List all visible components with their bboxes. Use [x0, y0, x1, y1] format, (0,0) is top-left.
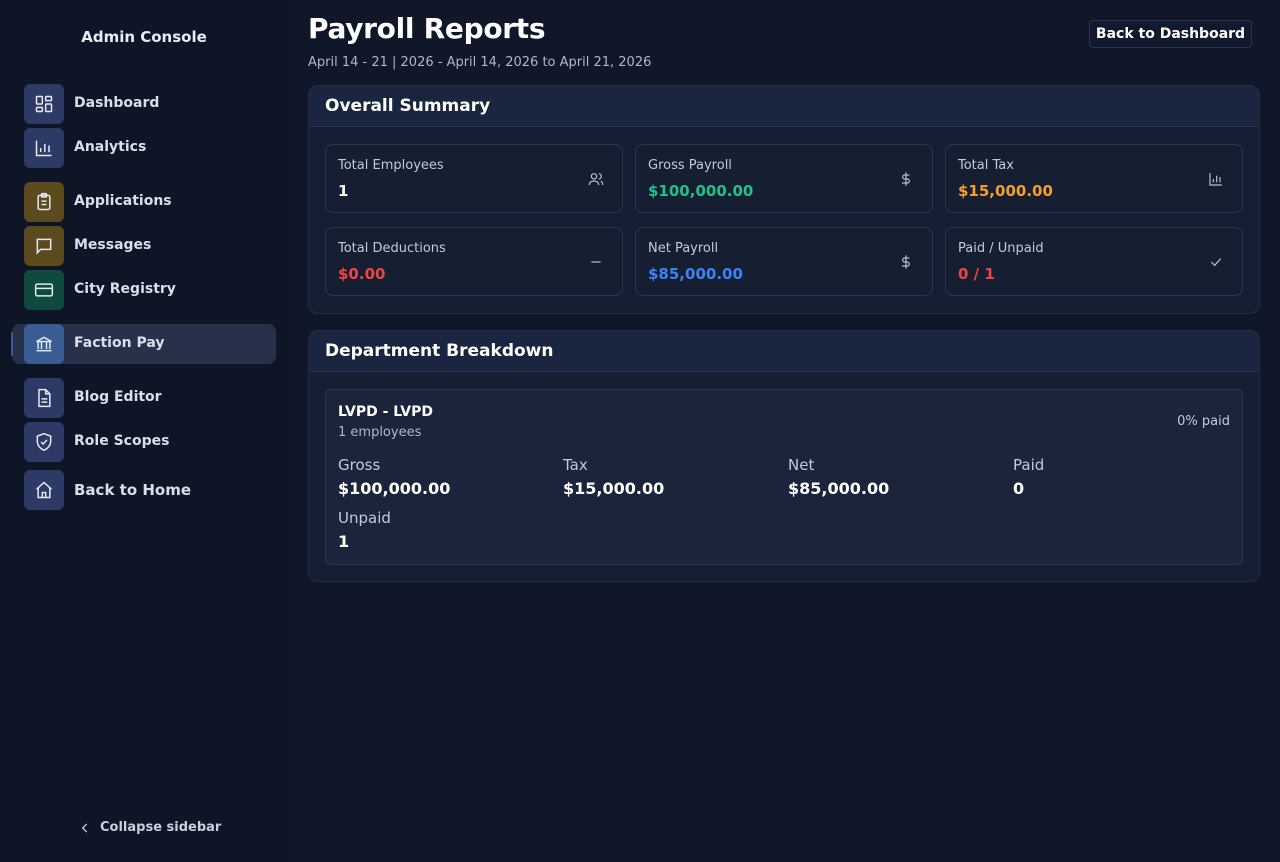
metric-label: Paid: [1013, 456, 1045, 474]
dashboard-icon: [24, 84, 64, 124]
metric-gross: Gross $100,000.00: [338, 456, 450, 498]
metric-net: Net $85,000.00: [788, 456, 889, 498]
metric-value: $85,000.00: [788, 479, 890, 498]
check-icon: [1208, 254, 1224, 270]
stat-value: $85,000.00: [648, 265, 743, 283]
metric-label: Net: [788, 456, 815, 474]
department-breakdown-title: Department Breakdown: [309, 331, 1259, 372]
shield-check-icon: [24, 422, 64, 462]
metric-tax: Tax $15,000.00: [563, 456, 664, 498]
sidebar-item-faction-pay[interactable]: Faction Pay: [11, 324, 276, 364]
stat-card-total-deductions: Total Deductions $0.00: [325, 227, 623, 296]
sidebar-item-label: City Registry: [74, 281, 176, 297]
metric-value: 1: [338, 532, 350, 551]
stat-label: Paid / Unpaid: [958, 241, 1044, 256]
stat-label: Total Deductions: [338, 241, 446, 256]
sidebar-item-label: Faction Pay: [74, 335, 165, 351]
department-card: LVPD - LVPD 1 employees 0% paid Gross $1…: [325, 389, 1243, 565]
sidebar-item-analytics[interactable]: Analytics: [12, 128, 276, 168]
bank-icon: [24, 324, 64, 364]
department-paid-percent: 0% paid: [1177, 414, 1230, 429]
department-employee-count: 1 employees: [338, 425, 422, 440]
stat-card-paid-unpaid: Paid / Unpaid 0 / 1: [945, 227, 1243, 296]
dollar-icon: [898, 171, 914, 187]
metric-value: $100,000.00: [338, 479, 451, 498]
sidebar-item-label: Analytics: [74, 139, 147, 155]
stat-value: 1: [338, 182, 349, 200]
sidebar-item-role-scopes[interactable]: Role Scopes: [12, 422, 276, 462]
card-icon: [24, 270, 64, 310]
metric-unpaid: Unpaid 1: [338, 509, 391, 551]
message-icon: [24, 226, 64, 266]
department-name: LVPD - LVPD: [338, 404, 433, 420]
bar-chart-icon: [1208, 171, 1224, 187]
stat-value: $0.00: [338, 265, 386, 283]
home-icon: [24, 470, 64, 510]
sidebar-item-applications[interactable]: Applications: [12, 182, 276, 222]
sidebar: Admin Console Dashboard Analytics Applic…: [0, 0, 288, 862]
stat-card-total-tax: Total Tax $15,000.00: [945, 144, 1243, 213]
stat-value: 0 / 1: [958, 265, 995, 283]
users-icon: [588, 171, 604, 187]
minus-icon: [588, 254, 604, 270]
sidebar-item-label: Applications: [74, 193, 172, 209]
page-subtitle: April 14 - 21 | 2026 - April 14, 2026 to…: [308, 55, 652, 70]
sidebar-item-label: Dashboard: [74, 95, 160, 111]
chevron-left-icon: [81, 822, 88, 833]
sidebar-item-messages[interactable]: Messages: [12, 226, 276, 266]
sidebar-item-dashboard[interactable]: Dashboard: [12, 84, 276, 124]
metric-value: 0: [1013, 479, 1025, 498]
stat-card-net-payroll: Net Payroll $85,000.00: [635, 227, 933, 296]
metric-label: Unpaid: [338, 509, 391, 527]
document-icon: [24, 378, 64, 418]
overall-summary-title: Overall Summary: [309, 86, 1259, 127]
sidebar-item-label: Back to Home: [74, 481, 192, 499]
metric-label: Gross: [338, 456, 381, 474]
brand-title: Admin Console: [81, 28, 207, 46]
sidebar-item-label: Blog Editor: [74, 389, 162, 405]
metric-label: Tax: [563, 456, 588, 474]
department-breakdown-panel: Department Breakdown LVPD - LVPD 1 emplo…: [308, 330, 1260, 582]
page-title: Payroll Reports: [308, 12, 546, 45]
collapse-sidebar-label: Collapse sidebar: [100, 820, 222, 835]
dollar-icon: [898, 254, 914, 270]
sidebar-item-label: Messages: [74, 237, 152, 253]
overall-summary-panel: Overall Summary Total Employees 1 Gross …: [308, 85, 1260, 314]
sidebar-item-blog-editor[interactable]: Blog Editor: [12, 378, 276, 418]
sidebar-item-city-registry[interactable]: City Registry: [12, 270, 276, 310]
stat-card-gross-payroll: Gross Payroll $100,000.00: [635, 144, 933, 213]
stat-card-total-employees: Total Employees 1: [325, 144, 623, 213]
stat-label: Net Payroll: [648, 241, 719, 256]
metric-paid: Paid 0: [1013, 456, 1044, 498]
stat-label: Gross Payroll: [648, 158, 732, 173]
metric-value: $15,000.00: [563, 479, 665, 498]
sidebar-item-back-to-home[interactable]: Back to Home: [12, 470, 276, 510]
collapse-sidebar-button[interactable]: Collapse sidebar: [78, 820, 221, 835]
bar-chart-icon: [24, 128, 64, 168]
clipboard-icon: [24, 182, 64, 222]
stat-label: Total Tax: [958, 158, 1014, 173]
stat-label: Total Employees: [338, 158, 444, 173]
stat-value: $100,000.00: [648, 182, 754, 200]
back-to-dashboard-button[interactable]: Back to Dashboard: [1089, 20, 1252, 48]
stat-value: $15,000.00: [958, 182, 1053, 200]
sidebar-item-label: Role Scopes: [74, 433, 170, 449]
